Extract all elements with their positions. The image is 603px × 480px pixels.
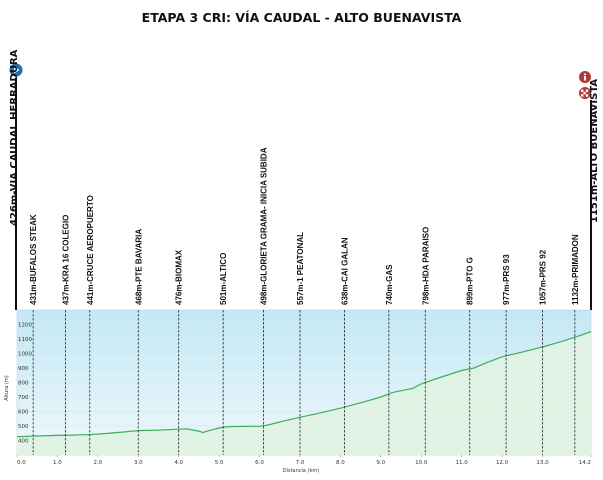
y-tick-label: 700: [18, 395, 29, 401]
start-marker: 426m-VIA CAUDAL HERRADURA: [9, 49, 23, 310]
waypoint-labels: 431m-BUFALOS STEAK 437m-KRA 16 COLEGIO 441…: [29, 147, 580, 305]
y-axis-ticks: 400 500 600 700 800 900 1000 1100 1200: [18, 323, 32, 445]
x-tick-label: 7.0: [296, 460, 305, 466]
x-tick-label: 9.0: [376, 460, 385, 466]
x-tick-label: 2.0: [93, 460, 102, 466]
x-tick-label: 12.0: [496, 460, 509, 466]
x-tick-label: 3.0: [134, 460, 143, 466]
finish-marker: 1151m-ALTO BUENAVISTA: [579, 71, 600, 310]
x-axis-ticks: 0.0 1.0 2.0 3.0 4.0 5.0 6.0 7.0 8.0 9.0 10.0 11.0 12…: [16, 455, 592, 466]
y-tick-label: 500: [18, 424, 29, 430]
waypoint-label: 476m-BIOMAX: [175, 249, 184, 305]
waypoint-label: 798m-HDA PARAISO: [421, 227, 430, 305]
y-tick-label: 1100: [18, 337, 32, 343]
x-tick-label: 1.0: [53, 460, 62, 466]
waypoint-label: 1132m-PRIMADON: [571, 234, 580, 305]
waypoint-label: 899m-PTO G: [466, 257, 475, 305]
waypoint-label: 501m-ALTICO: [219, 253, 228, 305]
start-label: 426m-VIA CAUDAL HERRADURA: [9, 49, 20, 226]
waypoint-label: 498m-GLORIETA GRAMA- INICIA SUBIDA: [260, 147, 269, 305]
y-tick-label: 600: [18, 410, 29, 416]
y-tick-label: 400: [18, 439, 29, 445]
x-tick-label: 13.0: [536, 460, 549, 466]
x-tick-label: 6.0: [255, 460, 264, 466]
x-tick-label: 4.0: [174, 460, 183, 466]
x-tick-label: 14.2: [579, 460, 591, 466]
waypoint-label: 437m-KRA 16 COLEGIO: [62, 215, 71, 305]
finish-label: 1151m-ALTO BUENAVISTA: [589, 79, 600, 223]
waypoint-label: 1057m-PRS 92: [538, 249, 547, 305]
elevation-line: [16, 331, 592, 438]
waypoint-label: 740m-GAS: [385, 264, 394, 305]
y-axis-title: Altura (m): [4, 375, 10, 400]
info-icon: [579, 71, 591, 83]
x-tick-label: 8.0: [336, 460, 345, 466]
y-tick-label: 900: [18, 366, 29, 372]
waypoint-markers: [32, 310, 576, 455]
x-tick-label: 10.0: [415, 460, 428, 466]
y-tick-label: 800: [18, 381, 29, 387]
chart-title: ETAPA 3 CRI: VÍA CAUDAL - ALTO BUENAVIST…: [142, 10, 462, 25]
x-tick-label: 5.0: [215, 460, 224, 466]
waypoint-label: 431m-BUFALOS STEAK: [29, 214, 38, 305]
elevation-area: [17, 331, 591, 455]
x-tick-label: 11.0: [456, 460, 469, 466]
waypoint-label: 557m-1 PEATONAL: [296, 232, 305, 305]
waypoint-label: 468m-PTE BAVARIA: [134, 229, 143, 305]
x-axis-title: Distancia (km): [283, 468, 320, 474]
y-tick-label: 1200: [18, 323, 32, 329]
play-arrow-icon: [9, 63, 23, 77]
x-tick-label: 0.0: [17, 460, 26, 466]
waypoint-label: 977m-PRS 93: [502, 254, 511, 305]
waypoint-label: 638m-CAI GALAN: [340, 237, 349, 305]
waypoint-label: 441m-CRUCE AEROPUERTO: [86, 195, 95, 305]
y-tick-label: 1000: [18, 352, 32, 358]
checkered-flag-icon: [579, 87, 591, 99]
